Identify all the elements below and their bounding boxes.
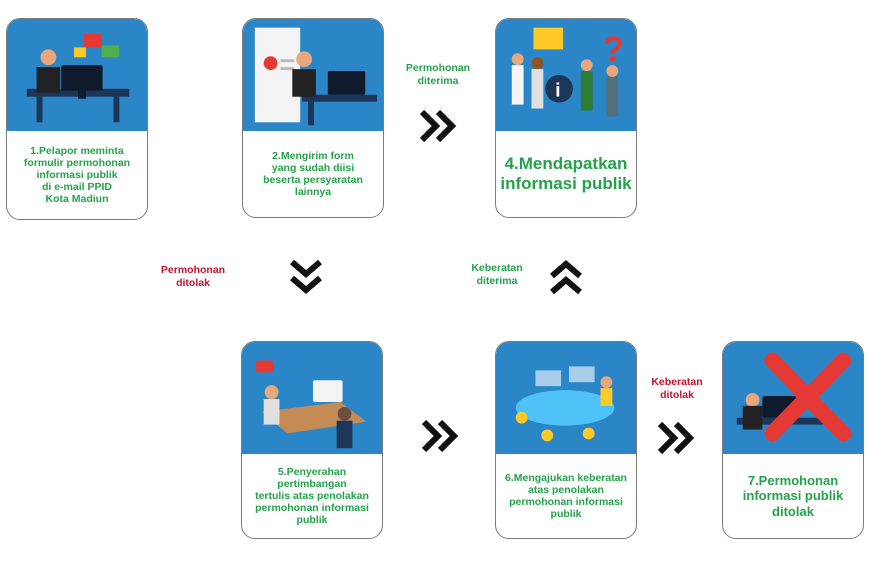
double-chevron-right-icon xyxy=(421,419,459,453)
step-7-card: 7.Permohonan informasi publik ditolak xyxy=(722,341,864,539)
step-4-card: ? i 4.Mendapatkan informasi publik xyxy=(495,18,637,218)
permohonan-ditolak-label: Permohonan ditolak xyxy=(160,264,226,289)
double-chevron-down-icon xyxy=(290,259,322,294)
double-chevron-right-icon xyxy=(419,109,457,143)
person-computer-chat-icon xyxy=(7,19,147,131)
step-4-caption: 4.Mendapatkan informasi publik xyxy=(500,153,632,193)
svg-text:?: ? xyxy=(602,29,624,69)
meeting-at-desk-icon xyxy=(242,342,382,454)
step-6-card: 6.Mengajukan keberatan atas penolakan pe… xyxy=(495,341,637,539)
step-6-caption: 6.Mengajukan keberatan atas penolakan pe… xyxy=(505,471,627,521)
step-2-caption: 2.Mengirim form yang sudah diisi beserta… xyxy=(263,149,363,199)
team-meeting-icon xyxy=(496,342,636,454)
step-1-card: 1.Pelapor meminta formulir permohonan in… xyxy=(6,18,148,220)
permohonan-diterima-label: Permohonan diterima xyxy=(405,62,471,87)
svg-text:i: i xyxy=(555,80,560,102)
double-chevron-up-icon xyxy=(550,260,582,295)
double-chevron-right-icon xyxy=(657,421,695,455)
keberatan-ditolak-label: Keberatan ditolak xyxy=(651,376,703,401)
person-sending-form-icon xyxy=(243,19,383,131)
step-5-card: 5.Penyerahan pertimbangan tertulis atas … xyxy=(241,341,383,539)
rejected-red-cross-icon xyxy=(723,342,863,454)
keberatan-diterima-label: Keberatan diterima xyxy=(471,262,523,287)
step-1-caption: 1.Pelapor meminta formulir permohonan in… xyxy=(23,144,131,206)
step-2-card: 2.Mengirim form yang sudah diisi beserta… xyxy=(242,18,384,218)
step-7-caption: 7.Permohonan informasi publik ditolak xyxy=(742,472,844,519)
people-information-icon: ? i xyxy=(496,19,636,131)
step-5-caption: 5.Penyerahan pertimbangan tertulis atas … xyxy=(255,465,369,527)
